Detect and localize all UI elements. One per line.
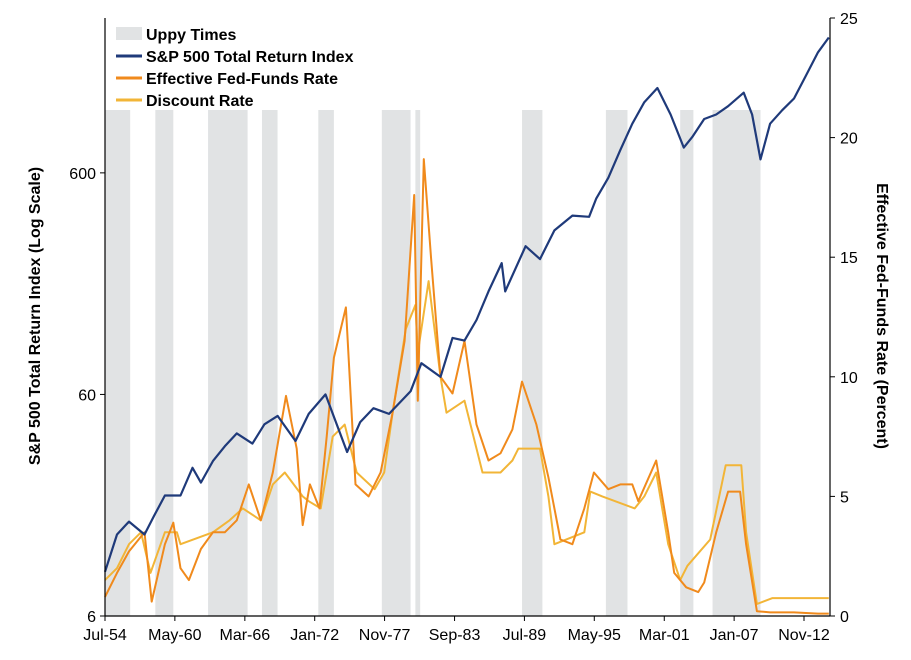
shaded-band-8 <box>522 110 543 616</box>
right-tick-label: 15 <box>840 250 858 267</box>
legend-label-effective-fed-funds-rate: Effective Fed-Funds Rate <box>146 71 338 88</box>
x-tick-label: Mar-01 <box>639 627 690 644</box>
shaded-band-4 <box>261 110 278 616</box>
axes <box>100 17 835 621</box>
x-tick-label: Mar-66 <box>220 627 271 644</box>
series-line-s-p-500-total-return-index <box>103 36 830 573</box>
shaded-band-11 <box>712 110 761 616</box>
right-y-tick-labels: 0 5 10 15 20 25 <box>840 11 858 626</box>
x-tick-label: Jan-72 <box>290 627 339 644</box>
shaded-band-3 <box>208 110 248 616</box>
x-tick-label: Jul-54 <box>83 627 127 644</box>
left-axis-title: S&P 500 Total Return Index (Log Scale) <box>27 167 44 465</box>
legend-swatch-uppy-times <box>116 27 142 40</box>
x-tick-label: Jul-89 <box>503 627 547 644</box>
shaded-band-1 <box>105 110 131 616</box>
shaded-band-10 <box>680 110 694 616</box>
legend-background <box>108 20 428 110</box>
right-tick-label: 20 <box>840 131 858 148</box>
x-tick-labels: Jul-54 May-60 Mar-66 Jan-72 Nov-77 Sep-83 Jul-… <box>83 627 830 644</box>
left-y-tick-labels: 6 60 600 <box>69 166 96 626</box>
series-layer <box>103 36 830 615</box>
left-tick-label: 60 <box>78 387 96 404</box>
left-tick-label: 600 <box>69 166 96 183</box>
legend-label-uppy-times: Uppy Times <box>146 27 237 44</box>
right-tick-label: 25 <box>840 11 858 28</box>
legend: Uppy Times S&P 500 Total Return Index Effe… <box>108 20 428 110</box>
right-tick-label: 5 <box>840 489 849 506</box>
x-tick-label: Sep-83 <box>429 627 481 644</box>
x-tick-label: Nov-77 <box>359 627 411 644</box>
left-tick-label: 6 <box>87 609 96 626</box>
shaded-band-6 <box>381 110 411 616</box>
series-line-discount-rate <box>104 280 829 605</box>
series-line-effective-fed-funds-rate <box>104 158 829 615</box>
legend-label-s-p-500-total-return-index: S&P 500 Total Return Index <box>146 49 354 66</box>
x-tick-label: May-95 <box>568 627 621 644</box>
right-axis-title: Effective Fed-Funds Rate (Percent) <box>873 183 890 449</box>
shaded-band-5 <box>318 110 334 616</box>
shaded-band-9 <box>605 110 628 616</box>
shaded-periods <box>105 110 761 616</box>
right-tick-label: 10 <box>840 370 858 387</box>
legend-label-discount-rate: Discount Rate <box>146 93 254 110</box>
shaded-band-2 <box>155 110 174 616</box>
x-tick-label: Nov-12 <box>778 627 830 644</box>
x-tick-label: Jan-07 <box>710 627 759 644</box>
right-tick-label: 0 <box>840 609 849 626</box>
x-tick-label: May-60 <box>148 627 201 644</box>
